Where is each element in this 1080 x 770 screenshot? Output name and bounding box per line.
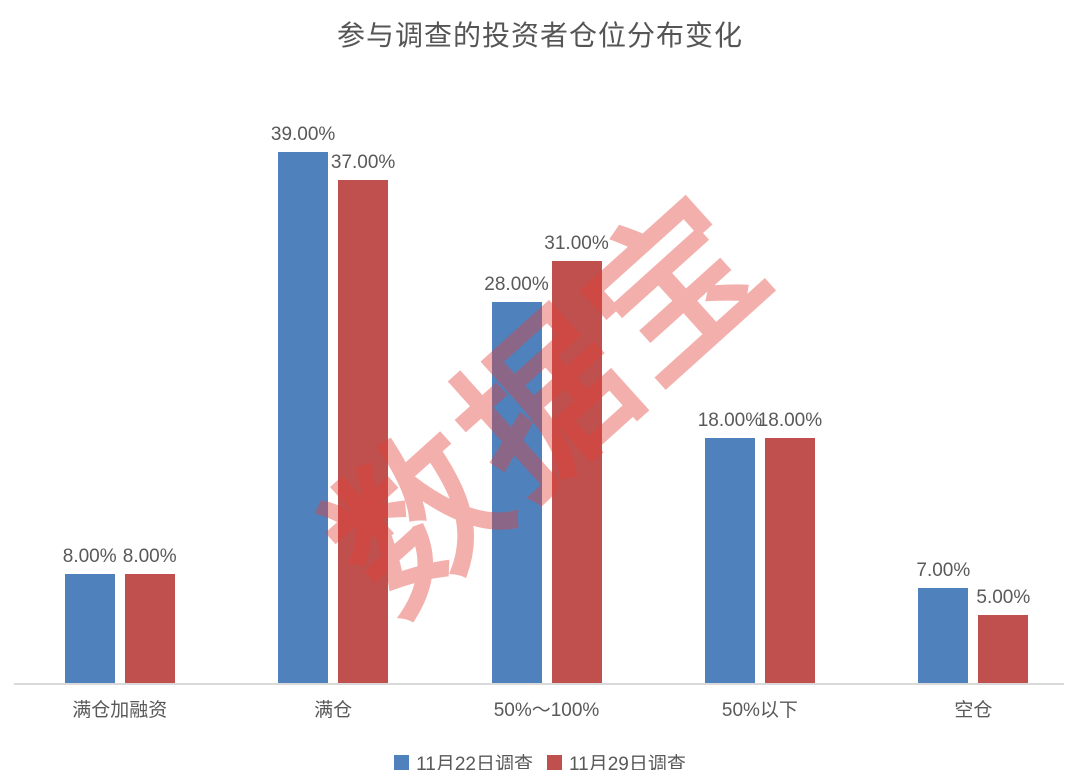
bar-label: 5.00%: [976, 587, 1031, 608]
bar-label: 8.00%: [62, 546, 117, 567]
bar-series1: 8.00%: [63, 546, 117, 683]
legend-swatch-series1: [394, 755, 410, 770]
bar-series1: 7.00%: [916, 560, 970, 683]
chart-title: 参与调查的投资者仓位分布变化: [336, 20, 743, 51]
category-label: 50%以下: [721, 700, 798, 721]
category-label: 满仓: [314, 700, 353, 721]
bar-group: 8.00% 8.00%: [13, 128, 226, 683]
category-label: 50%～100%: [493, 700, 600, 721]
bar-label: 39.00%: [270, 124, 336, 145]
bar-series2: 18.00%: [758, 410, 822, 683]
bar-series2: 37.00%: [331, 152, 395, 683]
bar-label: 18.00%: [697, 410, 763, 431]
bar-label: 37.00%: [330, 152, 396, 173]
category-label: 空仓: [954, 700, 993, 721]
legend: 11月22日调查 11月29日调查: [0, 749, 1080, 770]
bar-label: 7.00%: [916, 560, 971, 581]
bar-group: 28.00% 31.00%: [440, 128, 653, 683]
bar-label: 18.00%: [757, 410, 823, 431]
bar-series2: 31.00%: [544, 233, 609, 683]
legend-item: 11月29日调查: [547, 749, 686, 770]
plot-area: 8.00% 8.00% 39.00% 37.00% 28.00% 31.00% 18.00%…: [0, 124, 1080, 685]
bar-series1: 18.00%: [698, 410, 762, 683]
bar-series1: 28.00%: [484, 274, 549, 683]
bar-group: 7.00% 5.00%: [867, 128, 1080, 683]
bar-label: 31.00%: [544, 233, 609, 254]
category-label: 满仓加融资: [72, 700, 168, 721]
legend-swatch-series2: [547, 755, 562, 770]
bar-series2: 8.00%: [123, 546, 177, 683]
x-axis-labels: 满仓加融资 满仓 50%～100% 50%以下 空仓: [13, 683, 1080, 735]
bar-series1: 39.00%: [271, 124, 335, 683]
bar-label: 28.00%: [484, 274, 549, 295]
bar-group: 39.00% 37.00%: [226, 124, 439, 683]
legend-item: 11月22日调查: [394, 749, 533, 770]
x-axis-line: [14, 683, 1064, 685]
bar-group: 18.00% 18.00%: [653, 128, 866, 683]
bar-label: 8.00%: [122, 546, 177, 567]
legend-label: 11月29日调查: [569, 754, 686, 770]
bar-groups: 8.00% 8.00% 39.00% 37.00% 28.00% 31.00% 18.00%…: [13, 124, 1080, 683]
bar-series2: 5.00%: [976, 587, 1030, 683]
legend-label: 11月22日调查: [416, 754, 533, 770]
